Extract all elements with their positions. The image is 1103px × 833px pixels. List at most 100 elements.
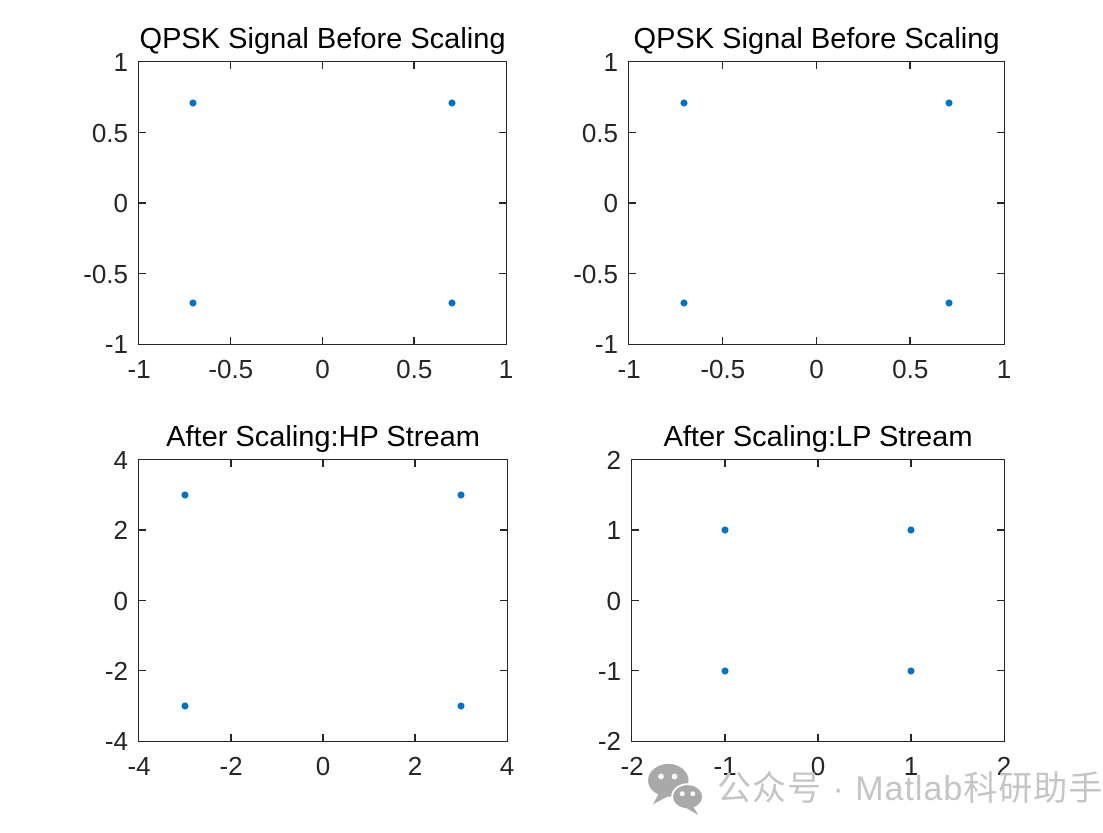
y-tick-mark [629,202,636,204]
chart-title: After Scaling:LP Stream [663,421,973,453]
scatter-point [448,99,456,107]
x-tick-label: 0 [809,354,824,384]
x-tick-mark [910,460,912,467]
y-tick-label: -1 [594,329,618,359]
y-tick-label: 4 [113,445,128,475]
y-tick-mark [139,599,146,601]
y-tick-label: 0 [113,585,128,616]
x-tick-mark [721,62,724,69]
x-tick-label: -4 [127,751,151,781]
x-tick-mark [414,460,416,467]
x-tick-mark [413,62,415,69]
x-tick-mark [909,337,911,344]
y-tick-mark [499,131,506,133]
y-tick-mark [500,529,507,531]
x-tick-mark [322,734,324,741]
y-tick-mark [997,529,1004,531]
x-tick-label: 1 [903,751,919,781]
scatter-point [457,491,465,499]
y-tick-mark [997,131,1004,133]
y-tick-mark [632,599,639,601]
x-tick-mark [909,62,911,69]
scatter-point [907,526,915,534]
y-tick-mark [632,669,639,672]
x-tick-label: 1 [996,354,1012,384]
x-tick-label: 2 [407,751,423,781]
x-tick-label: -1 [127,354,151,384]
scatter-point [189,99,197,107]
scatter-point [721,526,729,534]
x-tick-mark [321,337,323,344]
y-tick-label: 0.5 [91,117,128,148]
x-tick-mark [910,734,912,741]
x-tick-mark [414,734,416,741]
x-tick-label: -2 [219,751,243,781]
y-tick-mark [997,669,1004,672]
x-tick-label: 2 [996,751,1012,781]
scatter-point [680,99,688,107]
x-tick-label: -2 [620,751,644,781]
wechat-icon [648,763,704,816]
subplot-after-scaling-lp-stream: After Scaling:LP Stream -2 -1 0 1 2 -2 -1 0 1 2 [598,423,1011,780]
scatter-point [945,99,953,107]
subplot-qpsk-before-scaling-right: QPSK Signal Before Scaling -1 -0.5 0 0.5 1 -1… [573,25,1011,383]
y-tick-label: 0 [113,188,128,218]
x-tick-mark [230,734,232,741]
y-tick-mark [997,599,1004,601]
y-tick-mark [629,131,636,133]
y-tick-mark [629,272,636,274]
subplot-after-scaling-hp-stream: After Scaling:HP Stream -4 -2 0 2 4 -4 -2 0 2 4 [105,423,514,780]
x-tick-label: 0.5 [396,354,433,384]
y-tick-label: -2 [597,726,621,756]
scatter-point [189,299,197,307]
y-tick-label: 0.5 [581,117,618,148]
x-tick-mark [413,337,415,344]
scatter-point [181,702,189,710]
y-tick-label: 1 [603,47,618,77]
chart-title: After Scaling:HP Stream [166,421,480,453]
y-tick-label: 2 [113,515,128,546]
y-tick-mark [139,669,146,672]
x-tick-label: -0.5 [208,354,254,384]
chart-title: QPSK Signal Before Scaling [139,23,506,55]
scatter-point [680,299,688,307]
y-tick-label: 0 [606,585,621,616]
x-tick-mark [815,337,817,344]
x-tick-label: 0 [810,751,826,781]
y-tick-label: -1 [597,655,621,686]
x-tick-mark [229,337,232,344]
x-tick-label: 4 [499,751,515,781]
y-tick-mark [139,529,146,531]
y-tick-mark [139,131,146,133]
x-tick-mark [817,734,819,741]
x-tick-mark [229,62,232,69]
x-tick-label: 1 [498,354,514,384]
y-tick-mark [632,529,639,531]
x-tick-mark [721,337,724,344]
x-tick-mark [815,62,817,69]
y-tick-mark [997,272,1004,274]
y-tick-mark [139,272,146,274]
y-tick-mark [499,272,506,274]
scatter-point [448,299,456,307]
scatter-point [721,667,729,675]
scatter-point [181,491,189,499]
scatter-point [945,299,953,307]
y-tick-label: -1 [104,329,128,359]
y-tick-label: 1 [606,515,621,546]
x-tick-mark [724,734,726,741]
x-tick-label: 0 [315,354,330,384]
x-tick-label: 0 [315,751,331,781]
x-tick-mark [230,460,232,467]
y-tick-label: -0.5 [83,258,128,289]
y-tick-label: -4 [104,726,128,756]
y-tick-mark [500,669,507,672]
y-tick-label: 1 [113,47,128,77]
subplot-qpsk-before-scaling-left: QPSK Signal Before Scaling -1 -0.5 0 0.5 1 -1… [83,25,513,383]
x-tick-mark [322,460,324,467]
y-tick-label: -0.5 [573,258,618,289]
x-tick-label: -0.5 [700,354,746,384]
chart-title: QPSK Signal Before Scaling [633,23,1000,55]
y-tick-label: 2 [606,445,621,475]
x-tick-label: -1 [713,751,737,781]
